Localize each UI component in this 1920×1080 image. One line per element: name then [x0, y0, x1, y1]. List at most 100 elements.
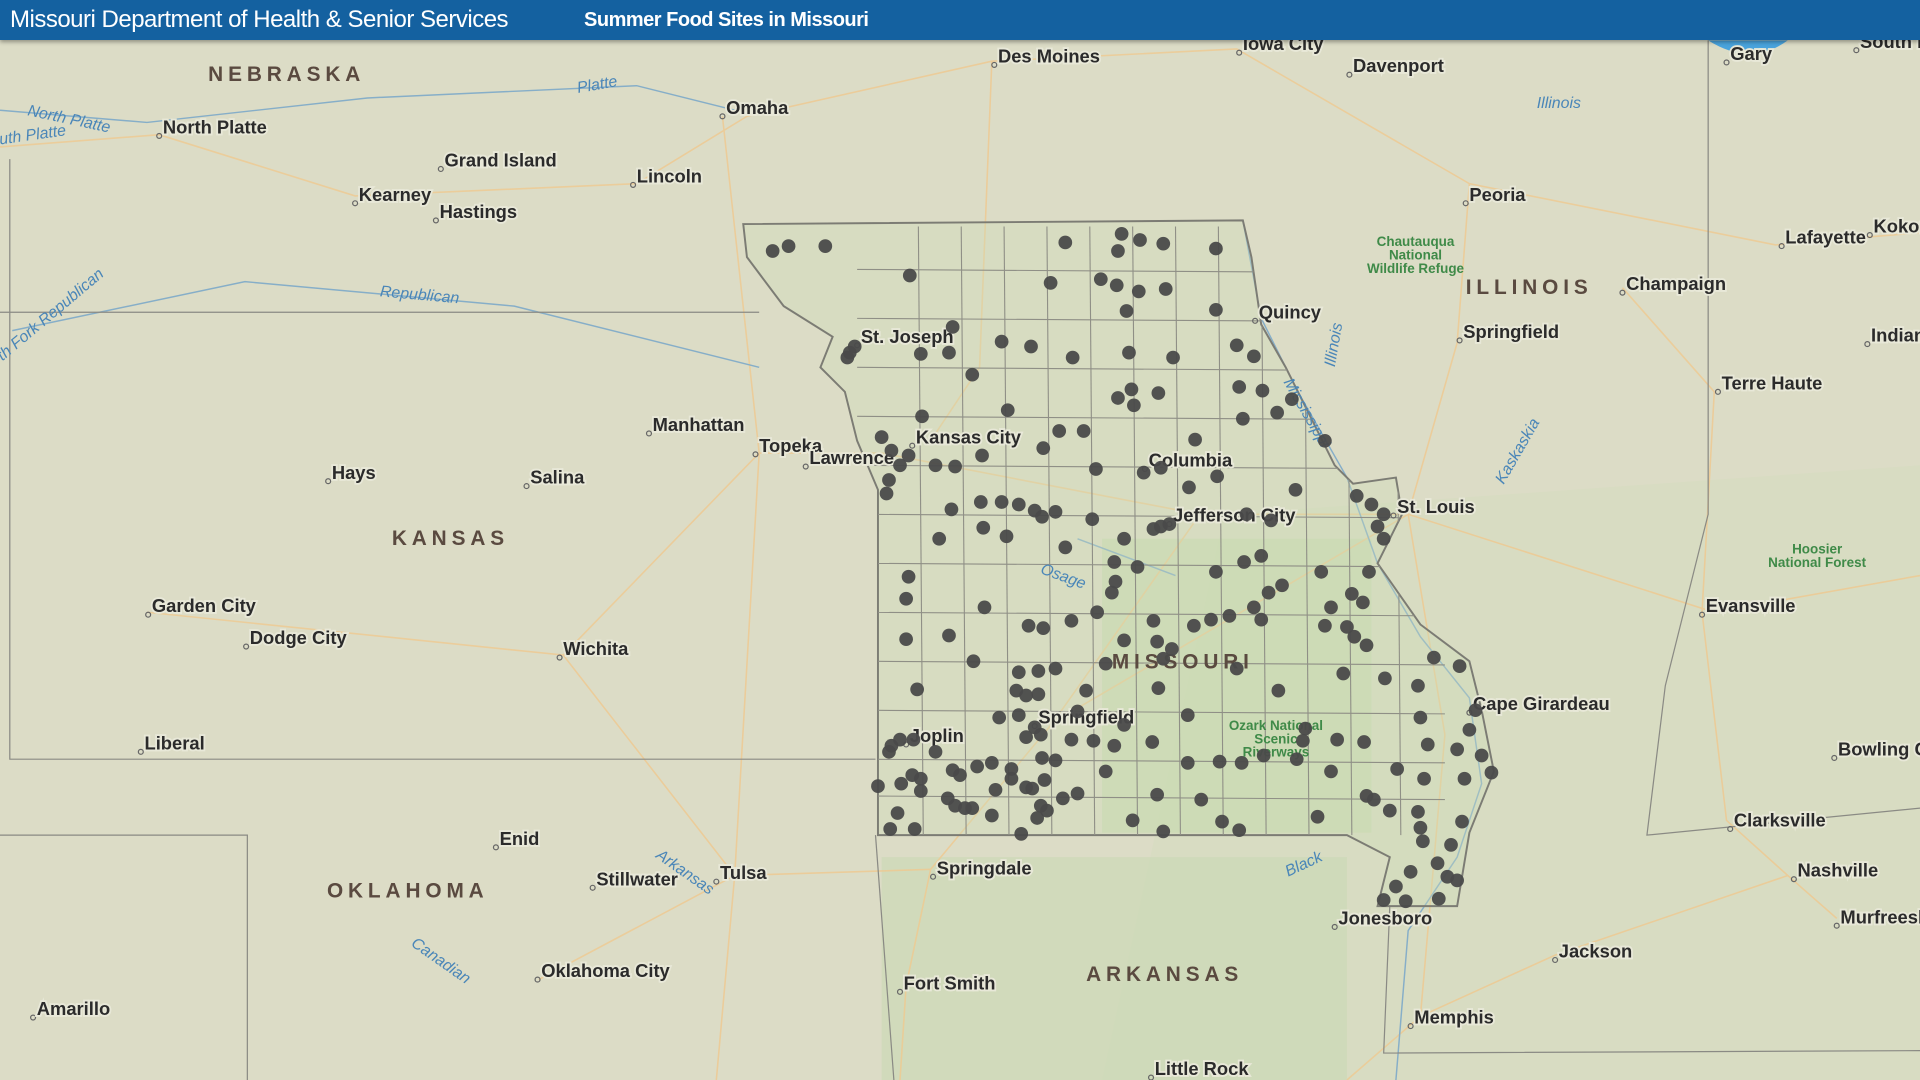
- food-site-marker[interactable]: [1359, 638, 1374, 653]
- food-site-marker[interactable]: [899, 591, 913, 606]
- food-site-marker[interactable]: [1254, 612, 1269, 627]
- food-site-marker[interactable]: [1275, 578, 1289, 593]
- food-site-marker[interactable]: [1239, 507, 1254, 522]
- food-site-marker[interactable]: [884, 443, 899, 458]
- food-site-marker[interactable]: [1389, 879, 1403, 894]
- food-site-marker[interactable]: [966, 654, 981, 669]
- food-site-marker[interactable]: [1156, 824, 1171, 839]
- food-site-marker[interactable]: [1210, 469, 1224, 484]
- food-site-marker[interactable]: [1164, 642, 1179, 656]
- food-site-marker[interactable]: [1324, 764, 1338, 779]
- food-site-marker[interactable]: [1403, 864, 1418, 879]
- food-site-marker[interactable]: [1362, 564, 1376, 579]
- food-site-marker[interactable]: [1093, 272, 1108, 287]
- food-site-marker[interactable]: [1382, 803, 1397, 818]
- food-site-marker[interactable]: [1117, 718, 1131, 732]
- food-site-marker[interactable]: [1130, 560, 1145, 574]
- food-site-marker[interactable]: [1127, 398, 1141, 413]
- food-site-marker[interactable]: [992, 710, 1007, 725]
- food-site-marker[interactable]: [1370, 519, 1385, 534]
- food-site-marker[interactable]: [1347, 629, 1362, 644]
- food-site-marker[interactable]: [1468, 703, 1483, 718]
- food-site-marker[interactable]: [1187, 618, 1201, 633]
- food-site-marker[interactable]: [1108, 574, 1123, 589]
- food-site-marker[interactable]: [1455, 814, 1469, 829]
- food-site-marker[interactable]: [1229, 661, 1244, 676]
- food-site-marker[interactable]: [1056, 791, 1070, 806]
- food-site-marker[interactable]: [1156, 236, 1171, 251]
- food-site-marker[interactable]: [1209, 302, 1223, 317]
- food-site-marker[interactable]: [1064, 613, 1079, 628]
- food-site-marker[interactable]: [1119, 304, 1134, 318]
- food-site-marker[interactable]: [1376, 507, 1391, 522]
- food-site-marker[interactable]: [1107, 738, 1122, 753]
- food-site-marker[interactable]: [1356, 595, 1370, 610]
- food-site-marker[interactable]: [1254, 549, 1269, 563]
- food-site-marker[interactable]: [1289, 752, 1304, 767]
- food-site-marker[interactable]: [958, 801, 972, 816]
- food-site-marker[interactable]: [913, 784, 928, 798]
- food-site-marker[interactable]: [1188, 432, 1202, 447]
- food-site-marker[interactable]: [1340, 620, 1354, 634]
- food-site-marker[interactable]: [1450, 873, 1464, 888]
- food-site-marker[interactable]: [942, 628, 956, 643]
- food-site-marker[interactable]: [942, 345, 956, 360]
- food-site-marker[interactable]: [1232, 380, 1247, 394]
- food-site-marker[interactable]: [1247, 600, 1261, 615]
- food-site-marker[interactable]: [1413, 820, 1428, 835]
- food-site-marker[interactable]: [1166, 350, 1180, 365]
- food-site-marker[interactable]: [948, 459, 962, 474]
- food-site-marker[interactable]: [1014, 827, 1029, 841]
- food-site-marker[interactable]: [1452, 659, 1467, 673]
- food-site-marker[interactable]: [1416, 834, 1430, 849]
- food-site-marker[interactable]: [1450, 742, 1464, 757]
- food-site-marker[interactable]: [1349, 489, 1364, 503]
- food-site-marker[interactable]: [901, 569, 916, 584]
- food-site-marker[interactable]: [781, 239, 796, 253]
- food-site-marker[interactable]: [1150, 634, 1164, 649]
- food-site-marker[interactable]: [999, 529, 1014, 544]
- food-site-marker[interactable]: [945, 320, 960, 334]
- food-site-marker[interactable]: [1390, 762, 1404, 776]
- food-site-marker[interactable]: [1131, 284, 1146, 299]
- food-site-marker[interactable]: [1048, 661, 1063, 676]
- food-site-marker[interactable]: [994, 334, 1009, 349]
- food-site-marker[interactable]: [1376, 531, 1391, 546]
- food-site-marker[interactable]: [1111, 391, 1125, 405]
- food-site-marker[interactable]: [893, 732, 907, 747]
- food-site-marker[interactable]: [984, 756, 999, 770]
- food-site-marker[interactable]: [1076, 424, 1091, 438]
- food-site-marker[interactable]: [1011, 665, 1026, 680]
- food-site-marker[interactable]: [1000, 403, 1015, 418]
- food-site-marker[interactable]: [1122, 345, 1136, 360]
- food-site-marker[interactable]: [1004, 771, 1019, 786]
- food-site-marker[interactable]: [1011, 708, 1026, 722]
- food-site-marker[interactable]: [913, 771, 928, 786]
- food-site-marker[interactable]: [1030, 811, 1044, 825]
- food-site-marker[interactable]: [879, 486, 894, 501]
- food-site-marker[interactable]: [901, 448, 916, 463]
- food-site-marker[interactable]: [1411, 678, 1425, 693]
- food-site-marker[interactable]: [953, 768, 967, 782]
- food-site-marker[interactable]: [1398, 894, 1413, 909]
- food-site-marker[interactable]: [1085, 512, 1100, 527]
- food-site-marker[interactable]: [1357, 735, 1371, 749]
- food-site-marker[interactable]: [1215, 814, 1229, 829]
- food-site-marker[interactable]: [1237, 555, 1251, 569]
- food-site-marker[interactable]: [1019, 730, 1033, 745]
- food-site-marker[interactable]: [1117, 531, 1131, 546]
- food-site-marker[interactable]: [1204, 612, 1218, 627]
- food-site-marker[interactable]: [1180, 708, 1195, 722]
- food-site-marker[interactable]: [1236, 411, 1250, 426]
- food-site-marker[interactable]: [1052, 424, 1067, 438]
- food-site-marker[interactable]: [1444, 838, 1458, 852]
- food-site-marker[interactable]: [899, 632, 913, 647]
- food-site-marker[interactable]: [913, 347, 928, 361]
- food-site-marker[interactable]: [1457, 771, 1472, 786]
- food-site-marker[interactable]: [1145, 735, 1160, 749]
- food-site-marker[interactable]: [1058, 540, 1073, 555]
- food-site-marker[interactable]: [1222, 609, 1237, 623]
- food-site-marker[interactable]: [1114, 227, 1129, 241]
- food-site-marker[interactable]: [1162, 517, 1177, 531]
